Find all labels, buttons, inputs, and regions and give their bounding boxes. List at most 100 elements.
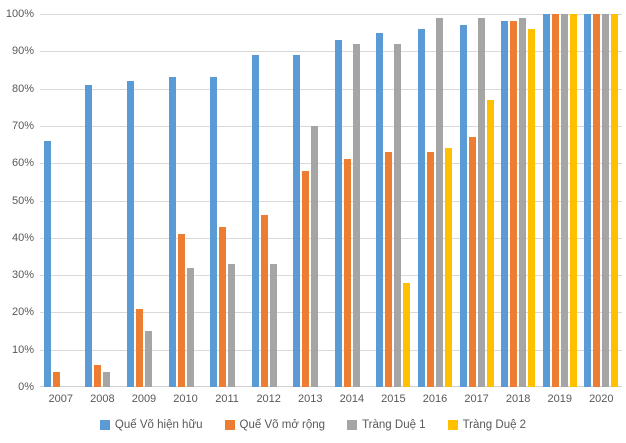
y-tick-label: 90%: [11, 45, 34, 58]
bar-2019: [569, 14, 577, 387]
bar-group-2008: [82, 14, 124, 387]
legend: Quế Võ hiện hữu Quế Võ mở rộng Tràng Duệ 1…: [0, 419, 626, 431]
y-axis: 0% 10% 20% 30% 40% 50% 60% 70% 80% 90% 100%: [0, 8, 34, 393]
bar-2016: [435, 17, 443, 387]
bar-group-2019: [539, 14, 581, 387]
x-tick-label: 2007: [48, 393, 74, 405]
y-tick-label: 10%: [11, 343, 34, 356]
gridlines: [40, 14, 622, 387]
bar-2009: [135, 308, 143, 387]
bar-2014: [334, 40, 342, 387]
bar-2015: [403, 282, 411, 387]
x-tick-label: 2015: [381, 393, 406, 405]
y-tick-label: 40%: [11, 231, 34, 244]
bar-2019: [560, 14, 568, 387]
y-tick-label: 100%: [5, 8, 34, 20]
legend-item: Quế Võ mở rộng: [224, 419, 326, 431]
x-tick-label: 2019: [547, 393, 572, 405]
bar-2012: [260, 215, 268, 387]
bar-2010: [186, 267, 194, 387]
bar-2018: [510, 21, 518, 387]
x-tick-label: 2011: [215, 393, 239, 405]
y-tick-label: 20%: [11, 306, 34, 319]
x-tick-label: 2010: [173, 393, 198, 405]
legend-label: Quế Võ mở rộng: [239, 419, 326, 431]
bar-group-2007: [40, 14, 82, 387]
gridline-40%: [40, 237, 622, 239]
y-tick-label: 30%: [11, 269, 34, 282]
bar-2014: [352, 43, 360, 387]
y-tick-label: 70%: [11, 119, 34, 132]
gridline-90%: [40, 51, 622, 53]
x-tick-label: 2013: [298, 393, 323, 405]
bar-2013: [293, 55, 301, 387]
bar-2015: [394, 43, 402, 387]
bar-2019: [551, 14, 559, 387]
bar-2017: [459, 25, 467, 387]
bar-2008: [103, 372, 111, 387]
bar-2013: [311, 125, 319, 387]
bar-group-2015: [373, 14, 415, 387]
bar-2019: [542, 14, 550, 387]
bar-2011: [228, 263, 236, 387]
plot-area: [40, 14, 622, 387]
bar-group-2017: [456, 14, 498, 387]
bar-2020: [611, 14, 619, 387]
legend-swatch-icon: [447, 420, 458, 430]
x-tick-label: 2020: [589, 393, 614, 405]
x-tick-label: 2016: [422, 393, 448, 405]
legend-item: Tràng Duệ 2: [447, 419, 527, 431]
bar-2008: [85, 84, 93, 387]
bar-2017: [468, 137, 476, 387]
legend-label: Tràng Duệ 1: [362, 419, 426, 431]
bar-2017: [486, 99, 494, 387]
legend-label: Tràng Duệ 2: [462, 419, 527, 431]
gridline-30%: [40, 275, 622, 277]
bar-2020: [593, 14, 601, 387]
x-tick-label: 2009: [131, 393, 157, 405]
legend-swatch-icon: [99, 420, 110, 430]
gridline-50%: [40, 200, 622, 202]
legend-item: Quế Võ hiện hữu: [99, 419, 203, 431]
bar-2008: [94, 364, 102, 387]
bar-2011: [219, 226, 227, 387]
bar-2015: [385, 152, 393, 387]
y-tick-label: 50%: [11, 194, 34, 207]
bar-2007: [52, 372, 60, 387]
legend-label: Quế Võ hiện hữu: [114, 419, 203, 431]
bar-2017: [477, 17, 485, 387]
gridline-60%: [40, 163, 622, 165]
bar-group-2010: [165, 14, 207, 387]
bar-2009: [144, 331, 152, 387]
bar-2010: [177, 234, 185, 387]
bar-2012: [269, 263, 277, 387]
gridline-80%: [40, 88, 622, 90]
bar-2015: [376, 32, 384, 387]
bar-group-2013: [289, 14, 331, 387]
bar-group-2020: [581, 14, 623, 387]
bar-2013: [302, 170, 310, 387]
bar-2018: [519, 17, 527, 387]
gridline-70%: [40, 125, 622, 127]
x-tick-label: 2018: [505, 393, 531, 405]
legend-swatch-icon: [347, 420, 358, 430]
legend-swatch-icon: [224, 420, 235, 430]
bar-2007: [43, 140, 51, 387]
bar-2018: [501, 21, 509, 387]
bar-groups: [40, 14, 622, 387]
bar-2016: [426, 152, 434, 387]
bar-2014: [343, 159, 351, 387]
legend-item: Tràng Duệ 1: [347, 419, 426, 431]
y-tick-label: 60%: [11, 157, 34, 170]
bar-2016: [444, 148, 452, 387]
bar-group-2016: [414, 14, 456, 387]
bar-2011: [210, 77, 218, 387]
bar-group-2011: [206, 14, 248, 387]
bar-2016: [417, 28, 425, 387]
x-tick-label: 2014: [339, 393, 365, 405]
bar-group-2014: [331, 14, 373, 387]
gridline-0%: [40, 386, 622, 387]
x-axis-labels: 2007 2008 2009 2010 2011 2012 2013 2014 2015 2016…: [40, 393, 622, 405]
bar-2009: [126, 81, 134, 387]
